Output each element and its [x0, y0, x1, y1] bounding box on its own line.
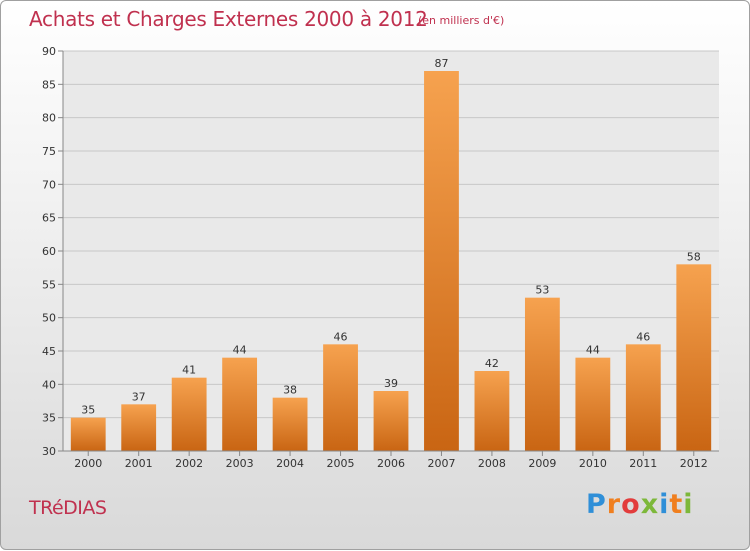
x-tick-label: 2006 — [377, 457, 405, 470]
proxiti-logo[interactable]: Proxiti — [586, 489, 694, 520]
y-tick-label: 90 — [42, 45, 56, 58]
bar-2011 — [625, 344, 661, 451]
bar-value-label: 44 — [233, 344, 247, 357]
bar-value-label: 44 — [586, 344, 600, 357]
logo-letter: x — [640, 489, 660, 520]
bar-2006 — [373, 391, 409, 451]
bar-2012 — [676, 264, 712, 451]
logo-letter: i — [659, 489, 670, 520]
bar-value-label: 35 — [81, 404, 95, 417]
bar-2010 — [575, 357, 611, 451]
x-tick-label: 2000 — [74, 457, 102, 470]
bar-value-label: 39 — [384, 377, 398, 390]
x-tick-label: 2011 — [629, 457, 657, 470]
bars: 35 37 41 44 38 46 39 87 42 53 44 46 58 — [70, 57, 712, 451]
y-tick-label: 65 — [42, 212, 56, 225]
y-tick-label: 55 — [42, 278, 56, 291]
y-tick-label: 40 — [42, 378, 56, 391]
grid-lines — [63, 50, 719, 419]
x-tick-label: 2001 — [125, 457, 153, 470]
y-tick-label: 85 — [42, 78, 56, 91]
bar-value-label: 42 — [485, 357, 499, 370]
bar-2000 — [70, 417, 106, 451]
bar-value-label: 58 — [687, 250, 701, 263]
bar-2005 — [323, 344, 358, 451]
y-tick-label: 45 — [42, 345, 56, 358]
x-tick-label: 2004 — [276, 457, 304, 470]
x-tick-label: 2008 — [478, 457, 506, 470]
x-tick-label: 2005 — [327, 457, 355, 470]
bar-value-label: 87 — [434, 57, 448, 70]
x-tick-label: 2009 — [528, 457, 556, 470]
logo-letter: t — [669, 489, 684, 520]
bar-2004 — [272, 397, 308, 451]
logo-letter: P — [586, 489, 607, 520]
chart-subtitle: (en milliers d'€) — [418, 14, 505, 27]
bar-2007 — [424, 71, 459, 451]
x-axis-ticks: 2000 2001 2002 2003 2004 2005 2006 2007 2008 2009… — [74, 451, 708, 470]
y-tick-label: 75 — [42, 145, 56, 158]
y-tick-label: 50 — [42, 312, 56, 325]
x-tick-label: 2007 — [427, 457, 455, 470]
logo-letter: o — [621, 489, 641, 520]
x-tick-label: 2010 — [579, 457, 607, 470]
bar-value-label: 37 — [132, 390, 146, 403]
bar-2002 — [171, 377, 207, 451]
bar-2009 — [524, 297, 560, 451]
y-tick-label: 70 — [42, 178, 56, 191]
bar-value-label: 38 — [283, 384, 297, 397]
logo-letter: r — [606, 489, 622, 520]
bar-value-label: 53 — [535, 284, 549, 297]
bar-value-label: 41 — [182, 364, 196, 377]
x-tick-label: 2002 — [175, 457, 203, 470]
y-tick-label: 30 — [42, 445, 56, 458]
y-axis-ticks: 30 35 40 45 50 55 60 65 70 75 80 85 90 — [42, 45, 63, 458]
bar-2008 — [474, 371, 510, 451]
y-tick-label: 35 — [42, 412, 56, 425]
bar-value-label: 46 — [636, 330, 650, 343]
bar-2003 — [222, 357, 258, 451]
x-tick-label: 2012 — [680, 457, 708, 470]
y-tick-label: 80 — [42, 112, 56, 125]
chart-title: Achats et Charges Externes 2000 à 2012 — [29, 7, 428, 31]
bar-2001 — [121, 404, 157, 451]
commune-name: TRéDIAS — [29, 497, 107, 519]
x-tick-label: 2003 — [226, 457, 254, 470]
logo-letter: i — [683, 489, 694, 520]
y-tick-label: 60 — [42, 245, 56, 258]
bar-value-label: 46 — [334, 330, 348, 343]
